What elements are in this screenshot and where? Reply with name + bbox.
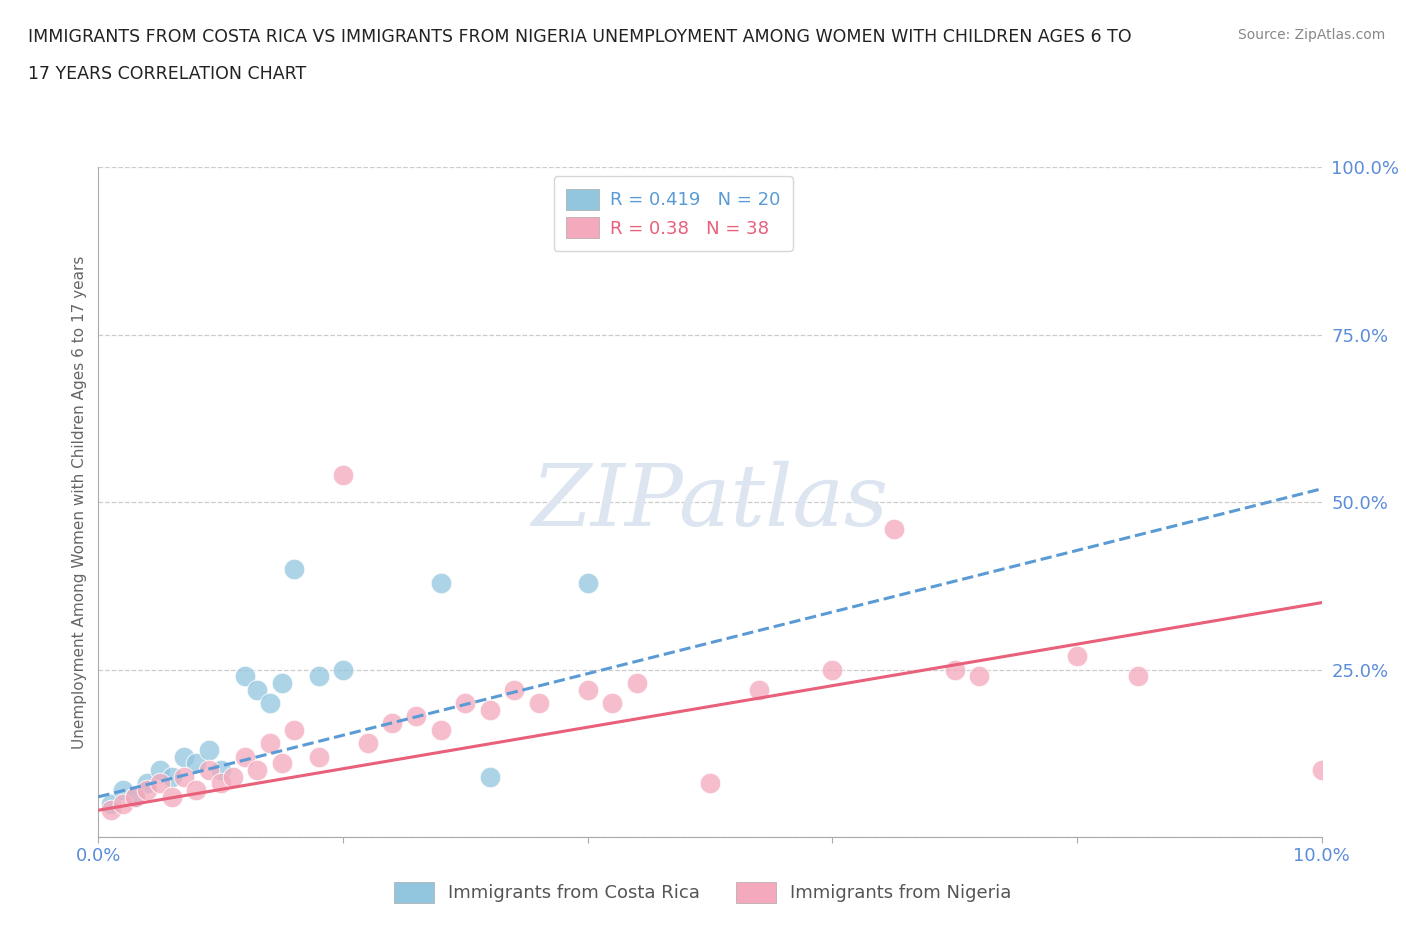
Text: IMMIGRANTS FROM COSTA RICA VS IMMIGRANTS FROM NIGERIA UNEMPLOYMENT AMONG WOMEN W: IMMIGRANTS FROM COSTA RICA VS IMMIGRANTS… [28,28,1132,46]
Point [124,790,146,804]
Text: ZIPatlas: ZIPatlas [531,461,889,543]
Point [1128,669,1150,684]
Point [967,669,990,684]
Point [332,662,354,677]
Point [100,803,122,817]
Point [160,769,183,784]
Point [283,723,305,737]
Point [478,702,501,717]
Point [527,696,550,711]
Point [430,575,453,590]
Point [186,783,208,798]
Point [136,776,159,790]
Point [356,736,378,751]
Point [209,776,232,790]
Point [405,709,427,724]
Point [173,750,195,764]
Point [259,696,281,711]
Point [246,763,269,777]
Point [160,790,183,804]
Point [883,522,905,537]
Point [1066,649,1088,664]
Point [308,750,330,764]
Point [576,683,599,698]
Legend: Immigrants from Costa Rica, Immigrants from Nigeria: Immigrants from Costa Rica, Immigrants f… [385,872,1021,911]
Text: Source: ZipAtlas.com: Source: ZipAtlas.com [1237,28,1385,42]
Point [576,575,599,590]
Point [149,763,172,777]
Point [111,783,134,798]
Point [1310,763,1333,777]
Point [209,763,232,777]
Point [270,756,292,771]
Y-axis label: Unemployment Among Women with Children Ages 6 to 17 years: Unemployment Among Women with Children A… [72,256,87,749]
Point [332,468,354,483]
Point [283,562,305,577]
Point [186,756,208,771]
Point [270,675,292,690]
Point [699,776,721,790]
Point [246,683,269,698]
Point [626,675,648,690]
Point [197,763,219,777]
Point [600,696,623,711]
Point [503,683,526,698]
Point [233,750,256,764]
Point [478,769,501,784]
Point [111,796,134,811]
Point [149,776,172,790]
Point [100,796,122,811]
Legend: R = 0.419   N = 20, R = 0.38   N = 38: R = 0.419 N = 20, R = 0.38 N = 38 [554,177,793,251]
Point [222,769,245,784]
Point [233,669,256,684]
Point [197,742,219,757]
Point [748,683,770,698]
Point [173,769,195,784]
Point [136,783,159,798]
Text: 17 YEARS CORRELATION CHART: 17 YEARS CORRELATION CHART [28,65,307,83]
Point [454,696,477,711]
Point [308,669,330,684]
Point [381,716,404,731]
Point [124,790,146,804]
Point [943,662,966,677]
Point [821,662,844,677]
Point [430,723,453,737]
Point [259,736,281,751]
